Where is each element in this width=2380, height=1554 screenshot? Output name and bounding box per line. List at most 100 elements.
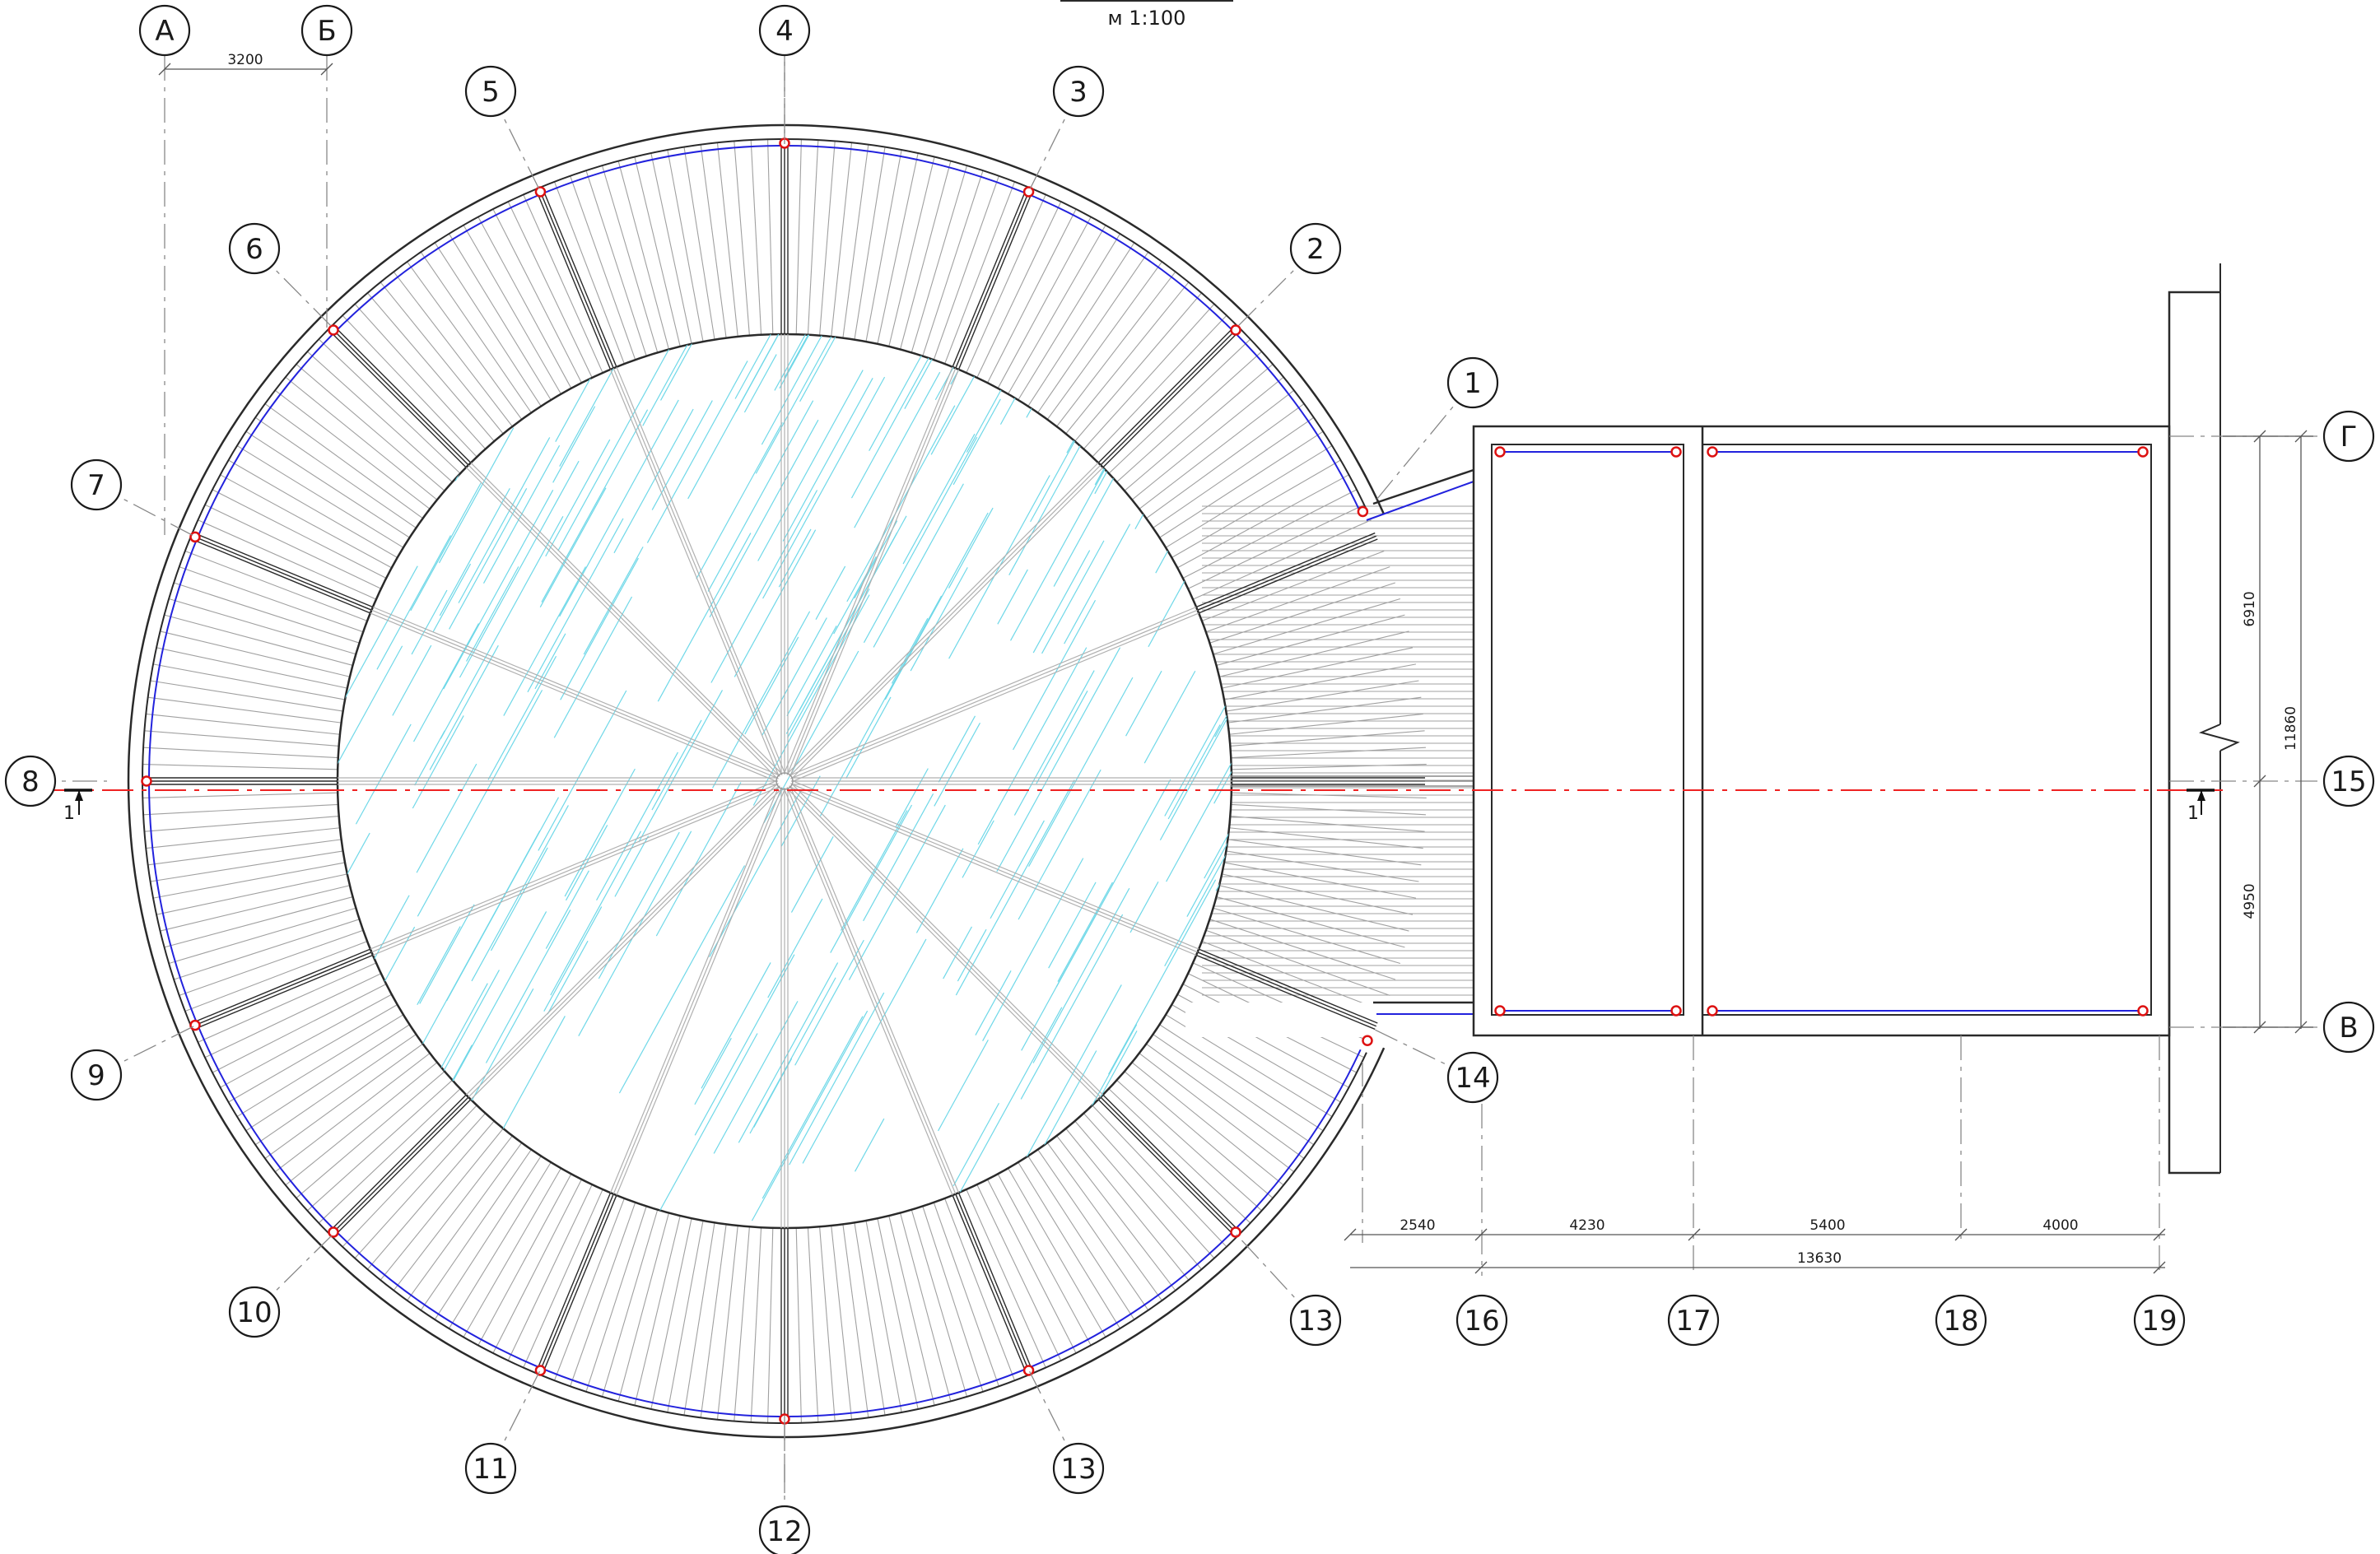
beam-inner-line <box>786 787 957 1194</box>
beam-inner-line <box>783 366 953 775</box>
ring-hatch-line <box>174 582 360 644</box>
glass-hatch-line <box>338 645 403 779</box>
beam-outer-line <box>191 948 371 1024</box>
glass-hatch-line <box>999 334 1074 425</box>
ring-hatch-line <box>750 1227 762 1422</box>
ring-hatch-line <box>152 862 346 899</box>
ring-hatch-line <box>147 839 342 866</box>
ring-hatch-line <box>585 1206 647 1392</box>
glass-hatch-line <box>799 334 888 402</box>
ring-hatch-line <box>160 630 351 677</box>
beam-outer-line <box>193 532 374 608</box>
glass-hatch-line <box>753 1058 793 1128</box>
ring-hatch-line <box>987 208 1077 384</box>
beam-outer-line <box>1195 954 1376 1031</box>
ring-hatch-line <box>716 1225 738 1420</box>
glass-hatch-line <box>608 334 697 357</box>
glass-hatch-line <box>830 804 913 953</box>
beam-outer-line <box>535 190 612 370</box>
glass-hatch-line <box>762 1016 864 1199</box>
glass-hatch-line <box>648 1033 758 1228</box>
glass-hatch-line <box>583 547 644 655</box>
beam-inner-line <box>609 785 780 1193</box>
beam-outer-line <box>1100 1096 1238 1235</box>
beam-outer-line <box>535 1192 612 1372</box>
ring-hatch-line <box>1124 1071 1274 1198</box>
glass-hatch-line <box>485 910 571 1063</box>
ring-hatch-line <box>143 803 338 816</box>
ring-hatch-line <box>1046 1142 1162 1301</box>
axis-leader-line <box>1372 382 1474 505</box>
ring-hatch-line <box>156 647 347 689</box>
glass-hatch-line <box>432 563 472 632</box>
glass-hatch-line <box>614 835 650 897</box>
axis-4-label: 4 <box>775 15 794 48</box>
glass-hatch-line <box>707 400 814 592</box>
glass-hatch-line <box>449 488 528 630</box>
section-mark-left: 1 <box>63 803 75 824</box>
scale-label: м 1:100 <box>1108 7 1186 30</box>
beam-inner-line <box>470 788 783 1100</box>
axis-bubble-circle <box>1052 65 1105 118</box>
ring-hatch-line <box>617 161 669 350</box>
ring-hatch-line <box>228 1004 398 1103</box>
glass-hatch-line <box>417 690 543 917</box>
glass-hatch-line <box>1177 400 1225 485</box>
glass-hatch-line <box>873 483 964 648</box>
glass-hatch-line <box>1064 523 1131 644</box>
ring-hatch-line <box>1092 1105 1227 1248</box>
beam-inner-line <box>612 368 783 775</box>
axis-6-label: 6 <box>245 233 263 266</box>
ring-hatch-line <box>819 141 836 336</box>
ring-hatch-line <box>570 175 636 361</box>
ring-hatch-line <box>1083 1113 1215 1259</box>
glass-hatch-line <box>416 763 477 873</box>
beam-outer-line <box>333 325 472 463</box>
glass-hatch-line <box>1227 421 1232 494</box>
axis-9-label: 9 <box>87 1059 105 1092</box>
glass-hatch-line <box>482 444 561 584</box>
ring-hatch-line <box>807 140 819 335</box>
ring-hatch-line <box>236 1014 404 1118</box>
glass-hatch-line <box>863 793 934 922</box>
walkway-mask-bottom <box>1185 1003 1474 1037</box>
ring-hatch-line <box>1223 663 1417 700</box>
glass-hatch-line <box>819 595 943 817</box>
ring-hatch-line <box>380 281 504 435</box>
ring-hatch-line <box>296 364 445 491</box>
glass-hatch-line <box>598 831 680 979</box>
ring-hatch-line <box>152 663 346 700</box>
rectangular-building <box>1472 425 2171 1037</box>
glass-hatch-line <box>483 130 594 332</box>
ring-hatch-line <box>976 1184 1062 1361</box>
glass-hatch-line <box>755 336 832 474</box>
glass-hatch-line <box>696 422 783 579</box>
glass-hatch-line <box>1108 879 1217 1075</box>
axis-8-bubble: 8 <box>4 755 57 807</box>
axis-17-bubble: 17 <box>1667 1294 1720 1347</box>
glass-hatch-line <box>744 636 799 735</box>
glass-hatch-line <box>751 1010 869 1221</box>
ring-hatch-line <box>1165 444 1333 548</box>
column-marker <box>1707 446 1718 458</box>
ring-hatch-line <box>146 713 341 735</box>
axis-bubble-circle <box>2322 410 2375 463</box>
glass-hatch-line <box>646 361 748 543</box>
glass-hatch-line <box>1125 670 1162 737</box>
ring-hatch-line <box>1153 1034 1315 1146</box>
ring-hatch-line <box>700 1224 727 1418</box>
glass-hatch-line <box>789 992 885 1166</box>
beam-inner-line <box>789 786 1197 956</box>
glass-hatch-line <box>1205 225 1264 331</box>
glass-hatch-line <box>762 376 886 599</box>
glass-hatch-line <box>439 487 510 616</box>
glass-hatch-line <box>503 566 586 716</box>
ring-hatch-line <box>683 1222 715 1416</box>
ring-hatch-line <box>900 1212 952 1402</box>
ring-hatch-line <box>367 1120 495 1270</box>
beam-outer-line <box>955 1193 1031 1374</box>
glass-hatch-line <box>613 408 694 554</box>
ring-hatch-line <box>1027 1156 1135 1320</box>
ring-hatch-line <box>585 170 647 356</box>
glass-hatch-line <box>709 419 819 618</box>
